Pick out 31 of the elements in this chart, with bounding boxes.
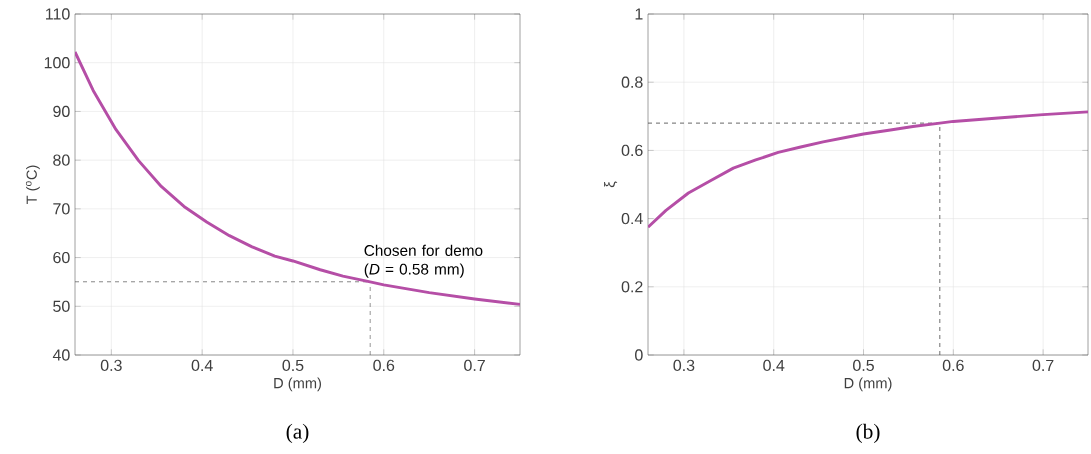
y-tick-label: 100: [44, 57, 70, 69]
y-tick-label: 0.8: [621, 76, 643, 88]
annotation: Chosen for demo (D = 0.58 mm): [364, 244, 483, 278]
y-tick-label: 0.4: [621, 212, 643, 225]
y-tick-label: 0.6: [621, 144, 643, 157]
y-tick-label: 50: [53, 300, 70, 312]
y-tick-label: 0.2: [621, 281, 643, 293]
y-tick-label: 90: [53, 105, 70, 118]
y-axis-title: T ($^{o}$C): [25, 165, 40, 205]
x-tick-label: 0.4: [191, 359, 213, 372]
x-tick-label: 0.3: [673, 359, 695, 372]
y-tick-label: 110: [46, 8, 70, 20]
x-tick-label: 0.7: [1032, 359, 1054, 372]
y-tick-label: 40: [52, 349, 70, 361]
x-tick-label: 0.6: [373, 359, 395, 372]
x-tick-label: 0.5: [282, 359, 304, 372]
x-tick-label: 0.7: [464, 359, 485, 372]
y-tick-label: 60: [53, 251, 70, 264]
text: (a): [286, 423, 309, 444]
x-axis-title: D (mm): [844, 377, 892, 392]
x-tick-label: 0.5: [853, 359, 874, 372]
y-tick-label: 70: [53, 203, 70, 215]
x-tick-label: 0.4: [763, 359, 785, 372]
x-axis-title: D (mm): [274, 377, 322, 392]
y-tick-label: 1: [635, 8, 643, 20]
x-tick-label: 0.6: [942, 359, 964, 372]
y-axis-title: ξ: [604, 181, 618, 188]
x-tick-label: 0.3: [100, 359, 122, 372]
y-tick-label: 0: [635, 349, 643, 361]
y-tick-label: 80: [53, 154, 70, 166]
text: (b): [856, 423, 880, 444]
